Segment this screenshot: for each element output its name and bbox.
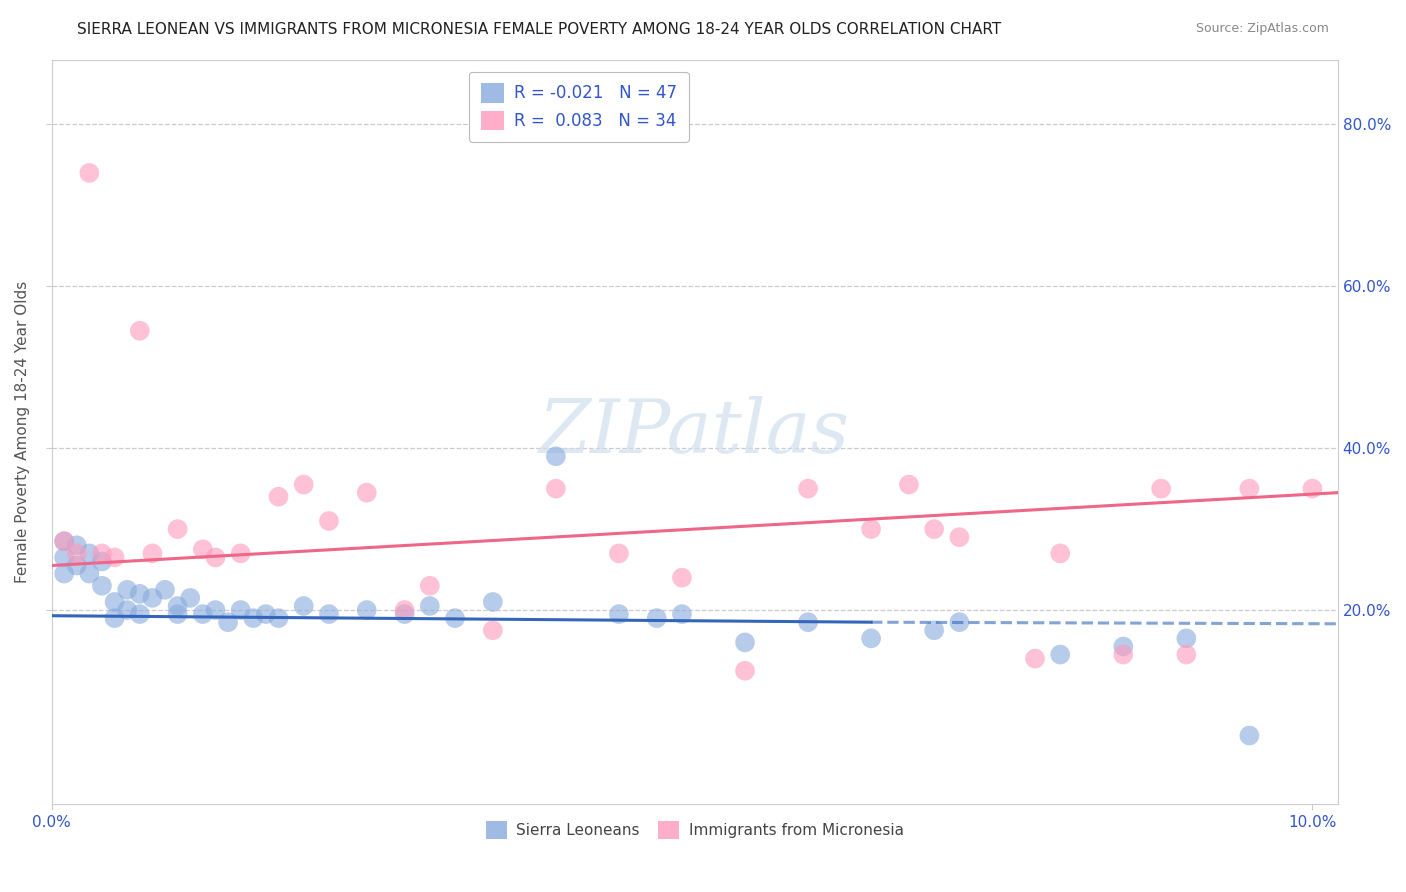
Point [860, 632, 883, 646]
Point [229, 603, 252, 617]
Point [897, 477, 920, 491]
Point [267, 611, 290, 625]
Point [607, 546, 630, 560]
Point [1049, 546, 1071, 560]
Point [166, 522, 188, 536]
Point [229, 546, 252, 560]
Point [1049, 648, 1071, 662]
Point [419, 599, 441, 613]
Point [242, 611, 264, 625]
Point [103, 611, 125, 625]
Point [318, 607, 340, 621]
Text: SIERRA LEONEAN VS IMMIGRANTS FROM MICRONESIA FEMALE POVERTY AMONG 18-24 YEAR OLD: SIERRA LEONEAN VS IMMIGRANTS FROM MICRON… [77, 22, 1001, 37]
Point [544, 482, 567, 496]
Point [734, 635, 756, 649]
Point [179, 591, 201, 605]
Point [1175, 648, 1198, 662]
Point [267, 490, 290, 504]
Point [318, 514, 340, 528]
Point [91, 554, 114, 568]
Point [91, 579, 114, 593]
Point [419, 579, 441, 593]
Point [128, 607, 150, 621]
Point [607, 607, 630, 621]
Point [91, 546, 114, 560]
Point [444, 611, 467, 625]
Point [217, 615, 239, 630]
Point [292, 599, 315, 613]
Point [128, 324, 150, 338]
Point [671, 607, 693, 621]
Point [671, 571, 693, 585]
Point [66, 546, 89, 560]
Y-axis label: Female Poverty Among 18-24 Year Olds: Female Poverty Among 18-24 Year Olds [15, 281, 30, 583]
Point [356, 603, 378, 617]
Point [948, 615, 970, 630]
Point [948, 530, 970, 544]
Point [797, 615, 820, 630]
Point [191, 607, 214, 621]
Point [797, 482, 820, 496]
Point [922, 522, 945, 536]
Point [115, 582, 138, 597]
Point [166, 607, 188, 621]
Point [1112, 640, 1135, 654]
Point [1112, 648, 1135, 662]
Point [115, 603, 138, 617]
Point [292, 477, 315, 491]
Legend: Sierra Leoneans, Immigrants from Micronesia: Sierra Leoneans, Immigrants from Microne… [479, 815, 910, 845]
Point [204, 603, 226, 617]
Point [66, 558, 89, 573]
Point [1301, 482, 1323, 496]
Point [153, 582, 176, 597]
Point [191, 542, 214, 557]
Point [79, 546, 101, 560]
Point [394, 607, 416, 621]
Point [1175, 632, 1198, 646]
Point [128, 587, 150, 601]
Point [204, 550, 226, 565]
Point [544, 449, 567, 463]
Point [482, 624, 505, 638]
Point [1024, 651, 1046, 665]
Point [394, 603, 416, 617]
Text: ZIPatlas: ZIPatlas [538, 396, 851, 468]
Point [645, 611, 668, 625]
Point [53, 566, 76, 581]
Point [166, 599, 188, 613]
Point [734, 664, 756, 678]
Point [482, 595, 505, 609]
Point [79, 566, 101, 581]
Point [103, 595, 125, 609]
Point [860, 522, 883, 536]
Point [922, 624, 945, 638]
Point [53, 534, 76, 549]
Point [53, 550, 76, 565]
Text: Source: ZipAtlas.com: Source: ZipAtlas.com [1195, 22, 1329, 36]
Point [79, 166, 101, 180]
Point [141, 591, 163, 605]
Point [103, 550, 125, 565]
Point [66, 538, 89, 552]
Point [356, 485, 378, 500]
Point [1239, 729, 1261, 743]
Point [141, 546, 163, 560]
Point [1150, 482, 1173, 496]
Point [254, 607, 277, 621]
Point [53, 534, 76, 549]
Point [1239, 482, 1261, 496]
